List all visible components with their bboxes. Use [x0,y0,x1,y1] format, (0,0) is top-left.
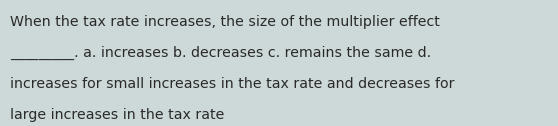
Text: large increases in the tax rate: large increases in the tax rate [10,108,224,122]
Text: When the tax rate increases, the size of the multiplier effect: When the tax rate increases, the size of… [10,15,440,29]
Text: increases for small increases in the tax rate and decreases for: increases for small increases in the tax… [10,77,455,91]
Text: _________. a. increases b. decreases c. remains the same d.: _________. a. increases b. decreases c. … [10,46,431,60]
